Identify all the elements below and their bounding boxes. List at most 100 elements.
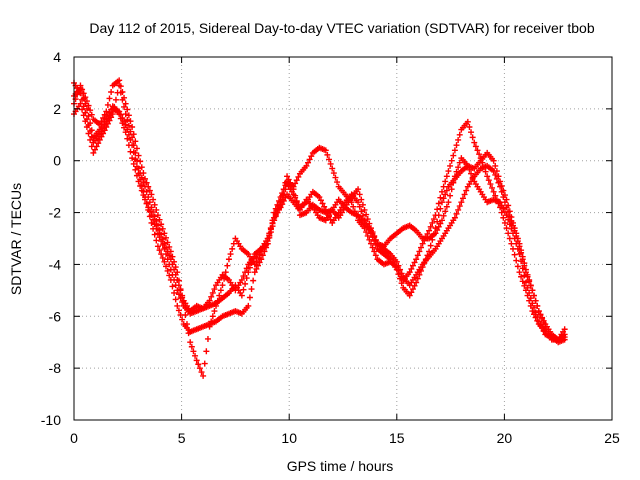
data-point bbox=[305, 159, 312, 166]
data-point bbox=[510, 219, 517, 226]
data-point bbox=[489, 184, 496, 191]
data-point bbox=[153, 206, 160, 213]
data-point bbox=[503, 212, 510, 219]
data-point bbox=[122, 100, 129, 107]
data-point bbox=[371, 248, 378, 255]
data-point bbox=[468, 170, 475, 177]
data-point bbox=[445, 168, 452, 175]
data-point bbox=[500, 205, 507, 212]
data-point bbox=[267, 226, 274, 233]
data-point bbox=[529, 287, 536, 294]
data-point bbox=[158, 221, 165, 228]
data-point bbox=[501, 208, 508, 215]
data-point bbox=[246, 264, 253, 271]
data-point bbox=[132, 149, 139, 156]
data-point bbox=[274, 206, 281, 213]
data-point bbox=[279, 192, 286, 199]
data-point bbox=[101, 111, 108, 118]
data-point bbox=[482, 168, 489, 175]
grid-lines bbox=[74, 57, 612, 420]
data-point bbox=[200, 372, 207, 379]
data-point bbox=[188, 343, 195, 350]
data-point bbox=[138, 174, 145, 181]
data-point bbox=[129, 124, 136, 131]
data-point bbox=[217, 287, 224, 294]
data-point bbox=[256, 259, 263, 266]
data-point bbox=[484, 173, 491, 180]
data-point bbox=[171, 289, 178, 296]
data-point bbox=[295, 173, 302, 180]
data-point bbox=[124, 126, 131, 133]
data-point bbox=[498, 202, 505, 209]
data-point bbox=[90, 149, 97, 156]
data-point bbox=[438, 188, 445, 195]
data-point bbox=[408, 265, 415, 272]
data-point bbox=[245, 269, 252, 276]
data-point bbox=[490, 188, 497, 195]
data-point bbox=[363, 211, 370, 218]
data-point bbox=[448, 186, 455, 193]
data-point bbox=[164, 267, 171, 274]
data-point bbox=[510, 230, 517, 237]
data-point bbox=[285, 176, 292, 183]
y-tick-label: -4 bbox=[49, 256, 62, 272]
data-point bbox=[154, 222, 161, 229]
data-point bbox=[127, 118, 134, 125]
axis-ticks: 0 5 10 15 20 25 -10 -8 -6 -4 -2 0 2 4 bbox=[41, 49, 620, 446]
data-point bbox=[119, 114, 126, 121]
data-point bbox=[106, 117, 113, 124]
data-point bbox=[497, 178, 504, 185]
data-point bbox=[187, 339, 194, 346]
data-point bbox=[326, 213, 333, 220]
data-point bbox=[535, 318, 542, 325]
data-point bbox=[151, 213, 158, 220]
data-point bbox=[85, 102, 92, 109]
data-point bbox=[519, 253, 526, 260]
data-point bbox=[119, 89, 126, 96]
data-point bbox=[508, 214, 515, 221]
data-point bbox=[508, 225, 515, 232]
data-point bbox=[135, 165, 142, 172]
data-point bbox=[150, 225, 157, 232]
data-point bbox=[518, 258, 525, 265]
data-point bbox=[143, 188, 150, 195]
data-point bbox=[487, 181, 494, 188]
data-point bbox=[498, 182, 505, 189]
data-point bbox=[80, 112, 87, 119]
data-point bbox=[258, 256, 265, 263]
data-point bbox=[148, 219, 155, 226]
data-point bbox=[159, 236, 166, 243]
data-point bbox=[156, 216, 163, 223]
data-point bbox=[104, 101, 111, 108]
data-point bbox=[466, 124, 473, 131]
data-point bbox=[366, 236, 373, 243]
data-point bbox=[369, 229, 376, 236]
data-point bbox=[150, 216, 157, 223]
data-point bbox=[443, 173, 450, 180]
data-point bbox=[148, 204, 155, 211]
data-point bbox=[529, 300, 536, 307]
data-point bbox=[82, 118, 89, 125]
data-point bbox=[164, 239, 171, 246]
data-point bbox=[151, 231, 158, 238]
data-point bbox=[175, 307, 182, 314]
data-point bbox=[505, 216, 512, 223]
data-point bbox=[174, 269, 181, 276]
data-points bbox=[71, 77, 568, 379]
data-point bbox=[438, 217, 445, 224]
data-point bbox=[227, 251, 234, 258]
y-tick-label: -10 bbox=[41, 412, 61, 428]
data-point bbox=[361, 217, 368, 224]
data-point bbox=[537, 321, 544, 328]
data-point bbox=[527, 295, 534, 302]
data-point bbox=[156, 227, 163, 234]
data-point bbox=[534, 302, 541, 309]
data-point bbox=[125, 122, 132, 129]
data-point bbox=[324, 151, 331, 158]
data-point bbox=[221, 275, 228, 282]
data-point bbox=[171, 258, 178, 265]
data-point bbox=[455, 206, 462, 213]
data-point bbox=[447, 162, 454, 169]
data-point bbox=[103, 124, 110, 131]
